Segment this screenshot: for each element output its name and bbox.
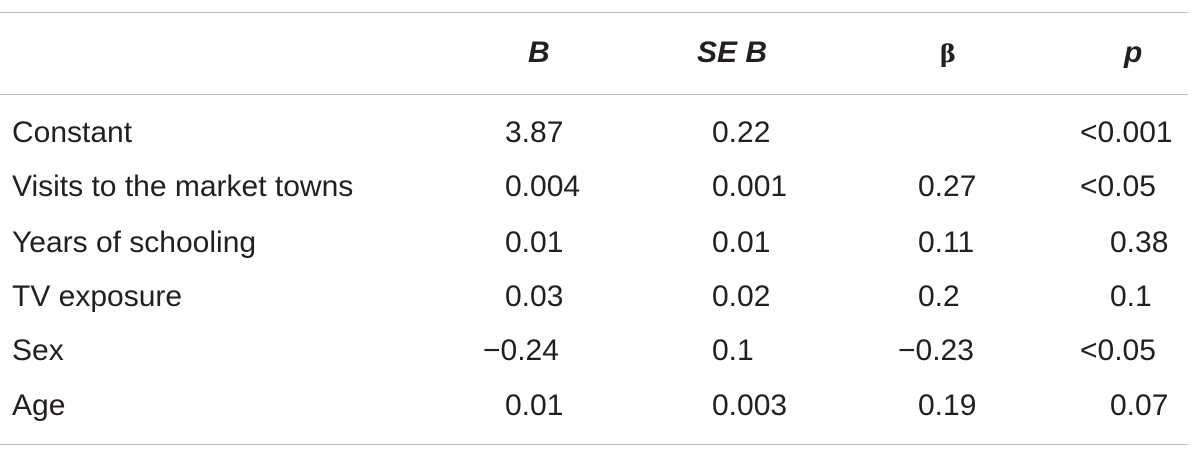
cell-se-b: 0.22 [712, 116, 771, 149]
cell-b: 0.01 [505, 389, 564, 422]
cell-se-b: 0.02 [712, 280, 771, 313]
table-header-rule [0, 94, 1188, 95]
table-top-rule [0, 12, 1188, 13]
cell-beta: 0.27 [918, 170, 977, 203]
row-label-sex: Sex [12, 334, 64, 367]
cell-se-b: 0.1 [712, 334, 754, 367]
cell-se-b: 0.01 [712, 226, 771, 259]
cell-b: 0.004 [505, 170, 581, 203]
cell-b: 0.01 [505, 226, 564, 259]
row-label-visits: Visits to the market towns [12, 170, 354, 203]
cell-p: 0.1 [1110, 280, 1152, 313]
cell-p: 0.07 [1110, 389, 1169, 422]
header-se-b: SE B [697, 36, 768, 69]
cell-se-b: 0.001 [712, 170, 788, 203]
cell-b: −0.24 [483, 334, 559, 367]
cell-p: 0.38 [1110, 226, 1169, 259]
header-p: p [1124, 36, 1143, 69]
cell-p: <0.05 [1080, 170, 1156, 203]
row-label-tv: TV exposure [12, 280, 183, 313]
cell-b: 3.87 [505, 116, 564, 149]
cell-beta: 0.11 [918, 226, 975, 259]
cell-p: <0.001 [1080, 116, 1173, 149]
table-bottom-rule [0, 444, 1188, 445]
row-label-schooling: Years of schooling [12, 226, 257, 259]
header-beta: β [940, 39, 956, 68]
cell-beta: −0.23 [898, 334, 974, 367]
row-label-constant: Constant [12, 116, 133, 149]
cell-beta: 0.2 [918, 280, 960, 313]
cell-p: <0.05 [1080, 334, 1156, 367]
cell-b: 0.03 [505, 280, 564, 313]
cell-se-b: 0.003 [712, 389, 788, 422]
row-label-age: Age [12, 389, 66, 422]
header-b: B [528, 36, 550, 69]
cell-beta: 0.19 [918, 389, 977, 422]
